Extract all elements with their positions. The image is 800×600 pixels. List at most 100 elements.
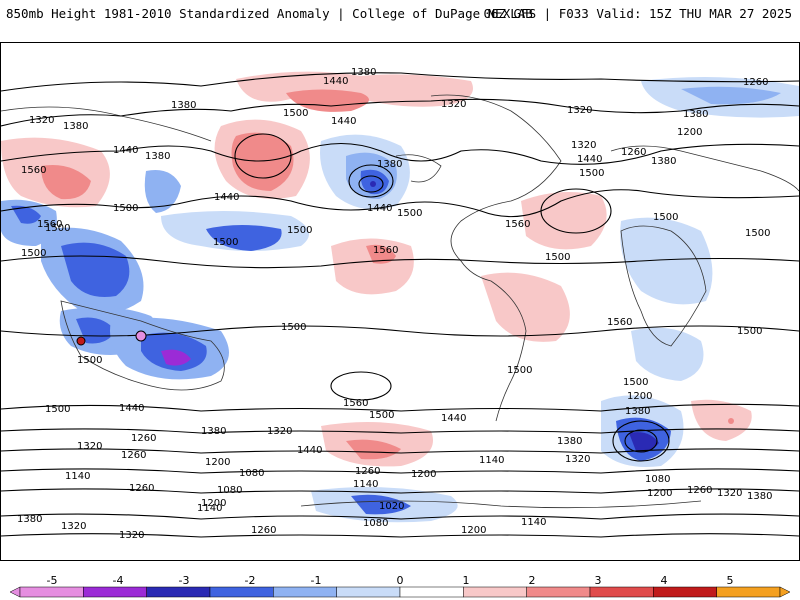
svg-text:1380: 1380 — [201, 426, 226, 437]
colorbar-cell — [336, 586, 401, 598]
colorbar-tick: -1 — [310, 574, 322, 587]
colorbar-tick: 2 — [528, 574, 536, 587]
svg-text:1500: 1500 — [545, 252, 570, 263]
colorbar-cell — [716, 586, 781, 598]
svg-text:1140: 1140 — [521, 517, 546, 528]
svg-text:1380: 1380 — [351, 67, 376, 78]
svg-text:1380: 1380 — [63, 121, 88, 132]
svg-text:1500: 1500 — [45, 223, 70, 234]
colorbar-cell — [273, 586, 337, 598]
svg-text:1080: 1080 — [645, 474, 670, 485]
svg-text:1260: 1260 — [129, 483, 154, 494]
svg-text:1140: 1140 — [197, 503, 222, 514]
colorbar-cell — [399, 586, 464, 598]
map-title: 850mb Height 1981-2010 Standardized Anom… — [6, 6, 533, 21]
svg-text:1140: 1140 — [65, 471, 90, 482]
svg-text:1260: 1260 — [743, 77, 768, 88]
colorbar-tick: 5 — [726, 574, 734, 587]
svg-text:1260: 1260 — [621, 147, 646, 158]
svg-text:1020: 1020 — [379, 501, 404, 512]
svg-text:1440: 1440 — [367, 203, 392, 214]
svg-text:1500: 1500 — [397, 208, 422, 219]
colorbar-cell — [83, 586, 147, 598]
svg-text:1200: 1200 — [461, 525, 486, 536]
colorbar-left-arrow — [10, 586, 21, 598]
svg-text:1200: 1200 — [201, 498, 226, 509]
colorbar-cell — [19, 586, 84, 598]
svg-text:1200: 1200 — [627, 391, 652, 402]
colorbar-tick: 0 — [396, 574, 404, 587]
svg-text:1380: 1380 — [625, 406, 650, 417]
svg-text:1200: 1200 — [205, 457, 230, 468]
svg-text:1140: 1140 — [479, 455, 504, 466]
svg-text:1560: 1560 — [21, 165, 46, 176]
svg-text:1500: 1500 — [745, 228, 770, 239]
svg-text:1320: 1320 — [567, 105, 592, 116]
svg-text:1500: 1500 — [653, 212, 678, 223]
svg-text:1500: 1500 — [283, 108, 308, 119]
contour-labels: 1380 1440 1260 1320 1380 1320 1380 1500 … — [17, 67, 772, 541]
svg-text:1560: 1560 — [607, 317, 632, 328]
colorbar-cell — [526, 586, 591, 598]
svg-text:1500: 1500 — [287, 225, 312, 236]
colorbar-right-arrow — [779, 586, 790, 598]
anomaly-shading — [1, 71, 799, 523]
colorbar-cell — [209, 586, 274, 598]
svg-text:1080: 1080 — [217, 485, 242, 496]
svg-text:1380: 1380 — [651, 156, 676, 167]
colorbar-cell — [146, 586, 211, 598]
svg-text:1440: 1440 — [119, 403, 144, 414]
svg-text:1500: 1500 — [369, 410, 394, 421]
svg-text:1500: 1500 — [507, 365, 532, 376]
svg-text:1500: 1500 — [737, 326, 762, 337]
colorbar-tick: 4 — [660, 574, 668, 587]
colorbar-tick: -3 — [178, 574, 190, 587]
svg-text:1500: 1500 — [579, 168, 604, 179]
svg-text:1440: 1440 — [331, 116, 356, 127]
svg-text:1320: 1320 — [571, 140, 596, 151]
svg-text:1500: 1500 — [113, 203, 138, 214]
svg-text:1320: 1320 — [61, 521, 86, 532]
svg-text:1080: 1080 — [239, 468, 264, 479]
colorbar-tick: 1 — [462, 574, 470, 587]
colorbar-cell — [653, 586, 717, 598]
svg-text:1440: 1440 — [441, 413, 466, 424]
svg-text:1440: 1440 — [577, 154, 602, 165]
svg-text:1560: 1560 — [343, 398, 368, 409]
svg-text:1140: 1140 — [353, 479, 378, 490]
svg-text:1560: 1560 — [373, 245, 398, 256]
colorbar-cell — [589, 586, 654, 598]
svg-text:1260: 1260 — [131, 433, 156, 444]
svg-text:1380: 1380 — [557, 436, 582, 447]
header: 850mb Height 1981-2010 Standardized Anom… — [0, 0, 800, 28]
low-center-markers — [76, 181, 734, 424]
colorbar-tick: -2 — [244, 574, 256, 587]
svg-text:1560: 1560 — [505, 219, 530, 230]
svg-text:1080: 1080 — [363, 518, 388, 529]
svg-text:1320: 1320 — [77, 441, 102, 452]
svg-text:1260: 1260 — [251, 525, 276, 536]
anomaly-map: 1380 1440 1260 1320 1380 1320 1380 1500 … — [1, 67, 799, 541]
svg-text:1440: 1440 — [113, 145, 138, 156]
svg-text:1200: 1200 — [677, 127, 702, 138]
svg-text:1200: 1200 — [647, 488, 672, 499]
colorbar-labels: -5 -4 -3 -2 -1 0 1 2 3 4 5 — [0, 574, 800, 587]
svg-text:1500: 1500 — [623, 377, 648, 388]
svg-text:1380: 1380 — [683, 109, 708, 120]
svg-text:1320: 1320 — [565, 454, 590, 465]
svg-text:1200: 1200 — [411, 469, 436, 480]
svg-text:1380: 1380 — [171, 100, 196, 111]
svg-text:1260: 1260 — [355, 466, 380, 477]
run-info: 06Z GFS | F033 Valid: 15Z THU MAR 27 202… — [483, 6, 792, 21]
colorbar-tick: 3 — [594, 574, 602, 587]
svg-text:1320: 1320 — [441, 99, 466, 110]
svg-text:1320: 1320 — [717, 488, 742, 499]
map-panel: 1380 1440 1260 1320 1380 1320 1380 1500 … — [0, 42, 800, 561]
svg-text:1500: 1500 — [213, 237, 238, 248]
svg-text:1260: 1260 — [121, 450, 146, 461]
svg-text:1500: 1500 — [281, 322, 306, 333]
svg-text:1440: 1440 — [297, 445, 322, 456]
svg-text:1320: 1320 — [119, 530, 144, 541]
coastlines — [1, 94, 799, 509]
height-contours — [1, 72, 799, 538]
